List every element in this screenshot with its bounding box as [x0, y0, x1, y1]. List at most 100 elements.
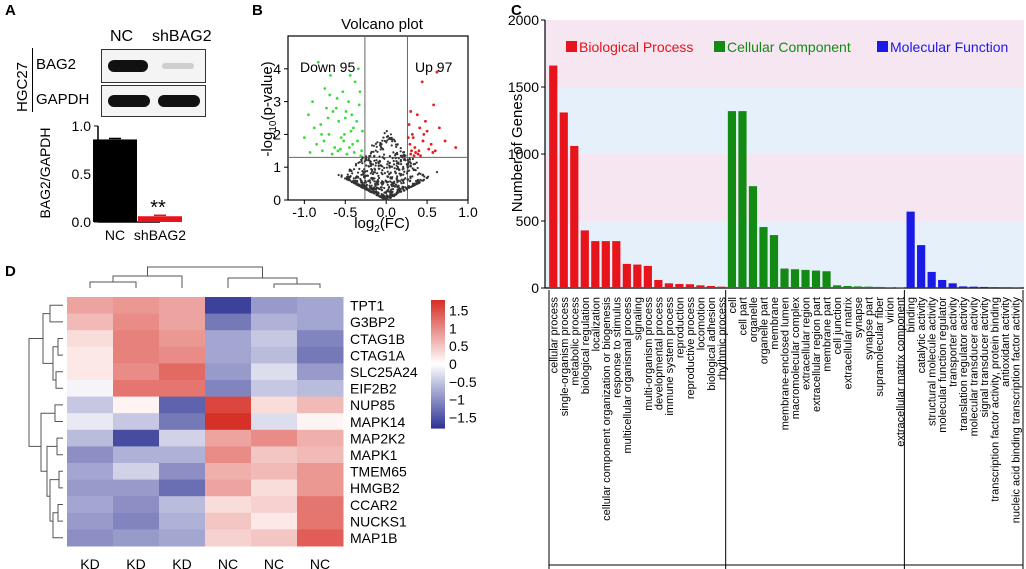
- colorbar-segment: [431, 384, 445, 387]
- volcano-point-ns: [401, 156, 404, 159]
- go-bar: [559, 112, 568, 289]
- volcano-xtick-label: -1.0: [292, 204, 316, 220]
- heatmap-cell: [159, 380, 206, 398]
- volcano-point-down: [307, 113, 310, 117]
- heatmap-cell: [251, 512, 298, 530]
- volcano-point-ns: [363, 176, 366, 179]
- go-xtick-label: biological regulation: [580, 297, 592, 394]
- heatmap-cell: [297, 479, 344, 497]
- go-bar: [685, 284, 694, 288]
- volcano-point-ns: [391, 188, 395, 191]
- heatmap-cell: [251, 413, 298, 431]
- go-xtick-label: molecular function regulator: [937, 297, 949, 433]
- volcano-point-ns: [366, 169, 369, 173]
- go-bar: [696, 285, 705, 288]
- go-ytick-label: 0: [531, 280, 539, 296]
- volcano-point-ns: [352, 177, 355, 180]
- volcano-point-ns: [362, 172, 365, 175]
- volcano-point-ns: [374, 190, 378, 193]
- col-dendrogram-branch: [227, 277, 298, 288]
- volcano-point-ns: [363, 185, 366, 188]
- colorbar-tick-label: −1: [449, 392, 465, 408]
- volcano-point-ns: [414, 169, 417, 172]
- heatmap-cell: [159, 396, 206, 414]
- heatmap-cell: [67, 429, 114, 447]
- volcano-point-ns: [354, 162, 358, 166]
- go-bar: [591, 241, 600, 288]
- volcano-point-ns: [370, 191, 373, 194]
- go-xtick-label: macromolecular complex: [790, 297, 802, 420]
- go-bar: [948, 283, 957, 288]
- go-bar: [853, 286, 863, 288]
- volcano-point-up: [413, 146, 417, 149]
- col-dendrogram-branch: [89, 281, 137, 288]
- heatmap-row-label: NUCKS1: [350, 513, 407, 529]
- heatmap-cell: [159, 496, 206, 514]
- colorbar-segment: [431, 404, 445, 407]
- go-bar: [580, 230, 589, 288]
- volcano-point-down: [316, 60, 320, 64]
- volcano-point-up: [437, 126, 441, 130]
- heatmap-col-label: NC: [218, 556, 238, 569]
- heatmap-cell: [251, 313, 298, 331]
- go-ytick-label: 2000: [508, 12, 539, 28]
- volcano-point-ns: [369, 172, 372, 175]
- row-dendrogram-branch: [55, 371, 63, 389]
- go-xtick-label: metabolic process: [569, 297, 581, 386]
- volcano-point-up: [454, 146, 458, 149]
- row-dendrogram-branch: [58, 470, 63, 489]
- row-dendrogram-branch: [46, 445, 57, 497]
- panel-label-a: A: [5, 2, 16, 19]
- row-dendrogram-branch: [49, 304, 63, 323]
- colorbar-segment: [431, 380, 445, 383]
- volcano-point-ns: [361, 157, 364, 160]
- go-xtick-label: binding: [906, 297, 918, 332]
- volcano-point-ns: [405, 187, 408, 190]
- volcano-point-ns: [364, 174, 367, 177]
- go-ytick-label: 1000: [508, 146, 539, 162]
- heatmap-cell: [251, 529, 298, 547]
- heatmap-cell: [205, 529, 252, 547]
- volcano-point-ns: [410, 185, 413, 188]
- volcano-point-ns: [378, 187, 381, 191]
- heatmap-row-label: TPT1: [350, 298, 384, 314]
- volcano-point-ns: [383, 166, 386, 170]
- volcano-point-down: [323, 87, 327, 90]
- heatmap-cell: [297, 446, 344, 464]
- volcano-xtick-label: 0.0: [376, 204, 396, 220]
- volcano-point-ns: [395, 167, 399, 171]
- go-bar: [885, 287, 894, 288]
- volcano-ytick-label: 4: [273, 61, 281, 77]
- volcano-point-down: [348, 73, 352, 77]
- go-xtick-label: transporter activity: [948, 297, 960, 387]
- heatmap-row-label: CCAR2: [350, 497, 398, 513]
- volcano-xtick-label: 0.5: [417, 204, 437, 220]
- volcano-point-down: [322, 139, 326, 143]
- colorbar-segment: [431, 406, 445, 409]
- go-xtick-label: cellular process: [548, 297, 560, 374]
- heatmap-cell: [297, 512, 344, 530]
- volcano-point-ns: [340, 174, 343, 177]
- heatmap-chart: TPT1G3BP2CTAG1BCTAG1ASLC25A24EIF2B2NUP85…: [28, 266, 477, 569]
- volcano-point-ns: [406, 166, 409, 169]
- row-dendrogram-branch: [54, 404, 63, 422]
- volcano-point-ns: [387, 190, 391, 193]
- heatmap-cell: [113, 363, 160, 381]
- heatmap-cell: [159, 297, 206, 315]
- volcano-point-ns: [399, 174, 402, 177]
- volcano-xtick-label: 1.0: [458, 204, 478, 220]
- volcano-point-down: [356, 67, 360, 71]
- heatmap-cell: [251, 297, 298, 315]
- heatmap-row-label: CTAG1B: [350, 331, 405, 347]
- heatmap-cell: [67, 297, 114, 315]
- volcano-point-ns: [416, 166, 419, 170]
- go-bar: [980, 286, 989, 288]
- go-xtick-label: cellular component organization or bioge…: [601, 297, 613, 521]
- heatmap-cell: [113, 313, 160, 331]
- volcano-point-ns: [402, 179, 405, 183]
- heatmap-cell: [67, 446, 114, 464]
- colorbar-segment: [431, 386, 445, 389]
- volcano-point-ns: [396, 165, 399, 169]
- volcano-point-ns: [394, 157, 397, 160]
- volcano-point-down: [325, 106, 328, 110]
